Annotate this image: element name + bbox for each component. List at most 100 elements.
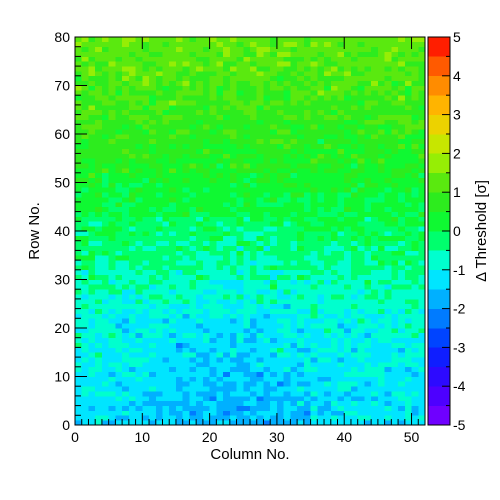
heatmap-cell <box>236 172 244 178</box>
heatmap-cell <box>283 66 291 72</box>
heatmap-cell <box>357 41 365 48</box>
heatmap-cell <box>128 109 136 115</box>
heatmap-cell <box>223 298 231 305</box>
heatmap-cell <box>243 109 251 115</box>
heatmap-cell <box>344 260 352 266</box>
heatmap-cell <box>128 56 136 62</box>
heatmap-cell <box>216 347 224 353</box>
heatmap-cell <box>182 391 190 397</box>
heatmap-cell <box>169 206 177 212</box>
heatmap-cell <box>290 366 298 372</box>
heatmap-cell <box>350 129 359 135</box>
heatmap-cell <box>391 216 399 222</box>
heatmap-cell <box>398 95 406 101</box>
heatmap-cell <box>418 289 426 295</box>
heatmap-cell <box>122 70 130 77</box>
heatmap-cell <box>135 361 143 368</box>
heatmap-cell <box>189 201 197 208</box>
heatmap-cell <box>404 104 412 111</box>
heatmap-cell <box>236 279 244 285</box>
heatmap-cell <box>270 415 278 421</box>
heatmap-cell <box>384 85 392 91</box>
heatmap-cell <box>135 163 143 169</box>
heatmap-cell <box>101 303 110 309</box>
heatmap-cell <box>384 46 392 52</box>
heatmap-cell <box>209 153 217 159</box>
heatmap-cell <box>88 104 96 111</box>
heatmap-cell <box>223 361 231 368</box>
heatmap-cell <box>384 153 392 159</box>
heatmap-cell <box>344 269 352 275</box>
heatmap-cell <box>250 289 258 295</box>
heatmap-cell <box>330 109 338 115</box>
heatmap-cell <box>182 46 190 52</box>
heatmap-cell <box>209 284 217 290</box>
heatmap-cell <box>155 328 163 334</box>
heatmap-cell <box>377 245 385 251</box>
heatmap-cell <box>122 201 130 208</box>
heatmap-cell <box>384 61 392 67</box>
heatmap-cell <box>337 410 345 416</box>
heatmap-cell <box>81 216 89 222</box>
heatmap-cell <box>404 206 412 212</box>
heatmap-cell <box>344 405 352 411</box>
heatmap-cell <box>263 134 271 140</box>
heatmap-cell <box>196 192 204 198</box>
heatmap-cell <box>142 80 150 86</box>
heatmap-cell <box>256 182 264 188</box>
heatmap-cell <box>337 153 345 159</box>
heatmap-cell <box>175 143 184 149</box>
heatmap-cell <box>243 148 251 154</box>
heatmap-cell <box>216 231 224 237</box>
heatmap-cell <box>391 134 399 140</box>
heatmap-cell <box>337 138 345 145</box>
heatmap-cell <box>391 269 399 275</box>
heatmap-cell <box>75 391 83 397</box>
heatmap-cell <box>115 347 123 353</box>
heatmap-cell <box>135 352 143 358</box>
heatmap-cell <box>310 153 318 159</box>
heatmap-cell <box>324 197 332 203</box>
heatmap-cell <box>229 100 237 106</box>
heatmap-cell <box>256 264 264 271</box>
heatmap-cell <box>391 240 399 246</box>
heatmap-cell <box>303 138 311 145</box>
heatmap-cell <box>95 264 103 271</box>
heatmap-cell <box>303 221 311 227</box>
heatmap-cell <box>88 366 96 372</box>
heatmap-cell <box>101 109 110 115</box>
heatmap-cell <box>149 158 157 164</box>
heatmap-cell <box>371 264 379 271</box>
x-tick-label: 40 <box>336 429 352 445</box>
heatmap-cell <box>209 357 217 363</box>
heatmap-cell <box>411 187 419 193</box>
heatmap-cell <box>169 347 177 353</box>
heatmap-cell <box>377 114 385 120</box>
heatmap-cell <box>128 395 136 402</box>
heatmap-cell <box>182 260 190 266</box>
heatmap-cell <box>81 352 89 358</box>
heatmap-cell <box>276 167 285 174</box>
heatmap-cell <box>128 308 136 314</box>
heatmap-cell <box>330 371 338 377</box>
heatmap-cell <box>297 187 305 193</box>
heatmap-cell <box>229 318 237 324</box>
heatmap-cell <box>263 342 271 348</box>
heatmap-cell <box>330 51 338 57</box>
heatmap-cell <box>75 313 83 319</box>
heatmap-cell <box>189 255 197 261</box>
heatmap-cell <box>101 337 110 343</box>
heatmap-cell <box>162 85 170 91</box>
heatmap-cell <box>364 41 372 48</box>
heatmap-cell <box>162 201 170 208</box>
heatmap-cell <box>229 114 237 120</box>
heatmap-cell <box>236 255 244 261</box>
heatmap-cell <box>377 231 385 237</box>
heatmap-cell <box>377 279 385 285</box>
heatmap-cell <box>135 143 143 149</box>
heatmap-cell <box>391 177 399 183</box>
heatmap-cell <box>155 391 163 397</box>
heatmap-cell <box>142 328 150 334</box>
heatmap-cell <box>175 337 184 343</box>
heatmap-cell <box>276 357 285 363</box>
